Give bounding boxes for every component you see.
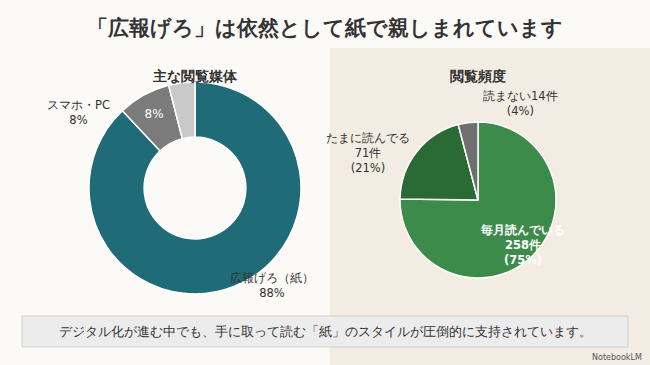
svg-text:「広報げろ」は依然として紙で親しまれています: 「広報げろ」は依然として紙で親しまれています — [87, 16, 563, 40]
svg-text:毎月読んでいる258件(75%): 毎月読んでいる258件(75%) — [480, 223, 565, 267]
svg-text:読まない14件(4%): 読まない14件(4%) — [483, 89, 558, 118]
svg-text:デジタル化が進む中でも、手に取って読む「紙」のスタイルが圧倒: デジタル化が進む中でも、手に取って読む「紙」のスタイルが圧倒的に支持されています… — [59, 324, 592, 339]
svg-text:主な閲覧媒体: 主な閲覧媒体 — [152, 68, 238, 84]
svg-text:NotebookLM: NotebookLM — [592, 353, 642, 362]
svg-text:広報げろ（紙）88%: 広報げろ（紙）88% — [230, 271, 314, 300]
svg-text:閲覧頻度: 閲覧頻度 — [450, 68, 506, 84]
svg-text:8%: 8% — [145, 107, 164, 121]
svg-text:たまに読んでる71件(21%): たまに読んでる71件(21%) — [326, 131, 410, 175]
svg-text:スマホ・PC8%: スマホ・PC8% — [47, 98, 110, 127]
